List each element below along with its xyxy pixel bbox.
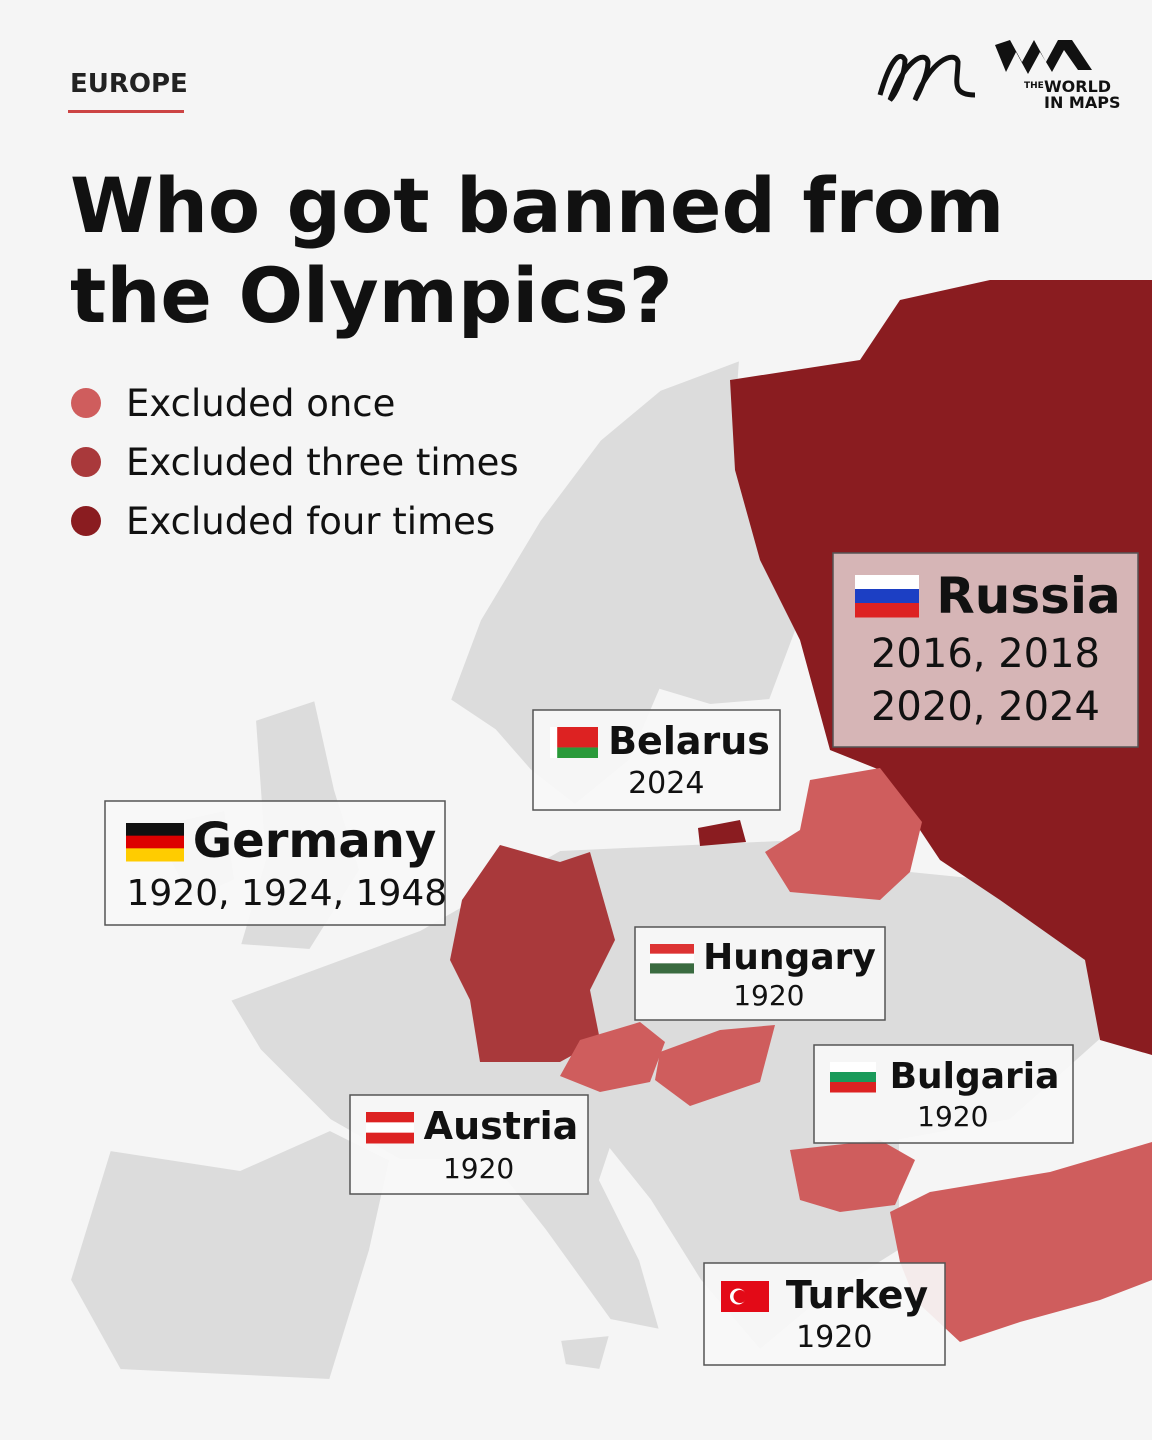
flag-part [366, 1132, 414, 1144]
flag-part [855, 575, 919, 590]
country-years: 1920 [733, 979, 804, 1012]
logo-wm [995, 40, 1092, 74]
country-shape [698, 820, 746, 846]
legend-swatch [71, 388, 101, 418]
country-years: 1920 [796, 1320, 872, 1355]
country-shape [655, 1025, 775, 1106]
label-box [813, 1044, 1074, 1144]
country-years: 1920 [917, 1100, 988, 1133]
flag-part [855, 603, 919, 618]
flag-part [126, 848, 184, 862]
section-underline [68, 110, 184, 113]
legend-label: Excluded four times [126, 500, 495, 543]
country-years: 1920 [443, 1152, 514, 1185]
legend-swatch [71, 447, 101, 477]
country-years: 2016, 2018 [871, 631, 1100, 677]
flag-part [650, 953, 694, 964]
title-line: the Olympics? [70, 251, 673, 340]
brand-line: IN MAPS [1044, 93, 1120, 112]
section-label: EUROPE [70, 69, 188, 99]
flag-part [830, 1082, 876, 1093]
iberia [68, 1128, 392, 1382]
flag-part [126, 823, 184, 837]
country-name: Russia [936, 567, 1121, 625]
legend-label: Excluded once [126, 382, 395, 425]
logo-m [877, 53, 976, 102]
flag-part [830, 1072, 876, 1083]
country-years: 2020, 2024 [871, 684, 1100, 730]
country-name: Belarus [608, 719, 770, 763]
brand-line: WORLD [1044, 77, 1111, 96]
flag-part [650, 944, 694, 955]
legend-swatch [71, 506, 101, 536]
brand-small: THE [1024, 81, 1044, 91]
legend: Excluded once Excluded three times Exclude… [71, 382, 519, 543]
country-name: Bulgaria [890, 1056, 1060, 1097]
country-shape [790, 1140, 915, 1212]
country-shape [765, 768, 922, 900]
sicily [558, 1333, 612, 1372]
country-years: 2024 [628, 766, 704, 801]
flag-part [126, 835, 184, 849]
flag-part [650, 963, 694, 974]
country-name: Germany [193, 813, 437, 869]
flag-part [830, 1062, 876, 1073]
flag-part [366, 1112, 414, 1123]
title-line: Who got banned from [70, 161, 1004, 250]
flag-part [855, 589, 919, 604]
country-name: Turkey [786, 1273, 929, 1317]
label-box [532, 709, 781, 811]
label-box [104, 800, 446, 926]
flag-part [366, 1122, 414, 1134]
flag-part [550, 727, 598, 748]
label-box [349, 1094, 589, 1195]
legend-label: Excluded three times [126, 441, 519, 484]
country-name: Austria [424, 1104, 579, 1148]
country-shape [890, 1142, 1152, 1342]
flag-part [550, 747, 598, 758]
flag-part [733, 1290, 747, 1303]
flag-part [550, 727, 558, 758]
label-box [703, 1262, 946, 1366]
country-shape [450, 845, 615, 1062]
country-years: 1920, 1924, 1948 [127, 873, 448, 914]
country-shape [560, 1022, 665, 1092]
country-name: Hungary [703, 937, 876, 978]
